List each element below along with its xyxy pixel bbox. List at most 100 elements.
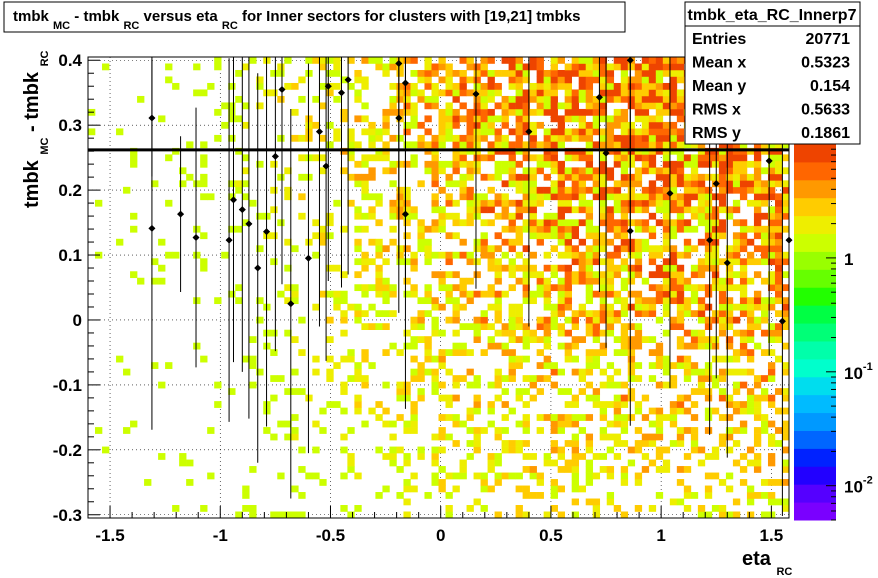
heatmap-cell: [571, 108, 579, 116]
heatmap-cell: [347, 375, 355, 382]
heatmap-cell: [655, 219, 664, 227]
stats-label-1: Mean x: [692, 55, 746, 72]
heatmap-cell: [333, 303, 341, 311]
heatmap-cell: [620, 329, 629, 337]
heatmap-cell: [445, 89, 453, 97]
heatmap-cell: [725, 141, 734, 149]
heatmap-cell: [501, 134, 509, 142]
heatmap-cell: [585, 258, 594, 266]
heatmap-cell: [368, 121, 376, 129]
heatmap-cell: [235, 180, 243, 188]
heatmap-cell: [515, 89, 523, 97]
heatmap-cell: [613, 160, 622, 168]
heatmap-cell: [732, 388, 741, 395]
heatmap-cell: [550, 303, 558, 311]
heatmap-cell: [606, 271, 615, 279]
heatmap-cell: [403, 485, 411, 493]
heatmap-cell: [480, 57, 488, 64]
colorbar-labels: 110-110-2: [826, 148, 873, 521]
heatmap-cell: [123, 186, 131, 194]
heatmap-cell: [739, 342, 748, 350]
heatmap-cell: [347, 141, 355, 149]
heatmap-cell: [767, 173, 776, 181]
y-axis-label-a: tmbk: [21, 159, 43, 208]
heatmap-cell: [403, 394, 411, 402]
heatmap-cell: [473, 498, 481, 506]
heatmap-cell: [424, 167, 432, 175]
heatmap-cell: [648, 297, 657, 305]
heatmap-cell: [613, 206, 622, 214]
heatmap-cell: [585, 199, 594, 207]
heatmap-cell: [522, 440, 530, 447]
heatmap-cell: [424, 297, 432, 305]
heatmap-cell: [683, 407, 692, 415]
heatmap-cell: [739, 154, 748, 162]
heatmap-cell: [165, 199, 173, 207]
heatmap-cell: [585, 466, 594, 473]
heatmap-cell: [620, 82, 629, 90]
heatmap-cell: [627, 180, 636, 188]
profile-point-20: [395, 57, 403, 313]
heatmap-cell: [767, 277, 776, 285]
heatmap-cell: [522, 420, 530, 428]
heatmap-cell: [522, 63, 530, 71]
profile-point-8: [254, 73, 262, 463]
heatmap-cell: [417, 394, 425, 402]
colorbar-label-1: 10-1: [844, 361, 873, 383]
heatmap-cell: [480, 219, 488, 227]
heatmap-cell: [753, 206, 762, 214]
heatmap-cell: [459, 141, 467, 149]
heatmap-cell: [557, 173, 565, 181]
heatmap-cell: [445, 82, 453, 90]
heatmap-cell: [445, 472, 453, 480]
heatmap-cell: [354, 362, 362, 369]
heatmap-cell: [508, 76, 516, 84]
heatmap-cell: [494, 277, 502, 285]
heatmap-cell: [718, 180, 727, 188]
heatmap-cell: [753, 245, 762, 253]
heatmap-cell: [564, 154, 572, 162]
heatmap-cell: [424, 368, 432, 376]
heatmap-cell: [739, 297, 748, 305]
heatmap-cell: [536, 102, 544, 110]
heatmap-cell: [571, 232, 579, 240]
heatmap-cell: [697, 271, 706, 279]
heatmap-cell: [774, 141, 783, 149]
heatmap-cell: [382, 310, 390, 318]
heatmap-cell: [410, 414, 418, 421]
heatmap-cell: [599, 290, 608, 298]
heatmap-cell: [319, 167, 327, 175]
heatmap-cell: [711, 381, 720, 389]
heatmap-cell: [704, 316, 713, 324]
heatmap-cell: [368, 128, 376, 136]
heatmap-cell: [550, 440, 558, 447]
heatmap-cell: [466, 277, 474, 285]
heatmap-cell: [536, 108, 544, 116]
heatmap-cell: [417, 232, 425, 240]
heatmap-cell: [515, 505, 523, 512]
heatmap-cell: [354, 368, 362, 376]
heatmap-cell: [634, 128, 643, 136]
heatmap-cell: [368, 57, 376, 64]
heatmap-cell: [249, 355, 257, 363]
heatmap-cell: [95, 427, 103, 434]
heatmap-cell: [473, 128, 481, 136]
heatmap-cell: [606, 264, 615, 272]
heatmap-cell: [739, 427, 748, 434]
heatmap-cell: [389, 433, 397, 441]
heatmap-cell: [718, 303, 727, 311]
heatmap-cell: [382, 69, 390, 77]
heatmap-cell: [515, 63, 523, 71]
heatmap-cell: [690, 180, 699, 188]
heatmap-cell: [522, 336, 530, 343]
heatmap-cell: [543, 212, 551, 220]
heatmap-cell: [396, 212, 404, 220]
colorbar-segment: [794, 466, 836, 485]
heatmap-cell: [557, 219, 565, 227]
heatmap-cell: [620, 466, 629, 473]
heatmap-cell: [662, 102, 671, 110]
heatmap-cell: [396, 206, 404, 214]
heatmap-cell: [403, 258, 411, 266]
heatmap-cell: [452, 329, 460, 337]
heatmap-cell: [319, 232, 327, 240]
